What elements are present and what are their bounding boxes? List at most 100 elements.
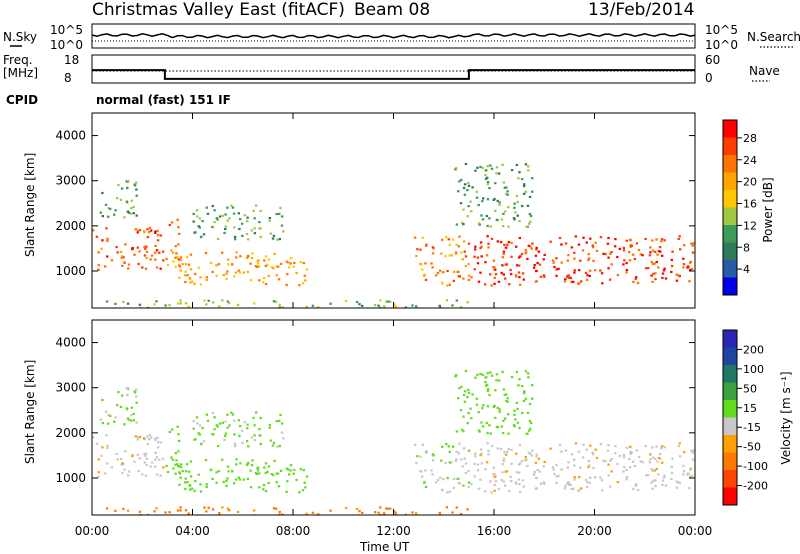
- power-cell: [201, 220, 204, 223]
- power-cell: [119, 198, 123, 201]
- velocity-cell: [644, 444, 647, 448]
- velocity-cell: [552, 468, 555, 471]
- velocity-cell: [616, 462, 619, 466]
- velocity-cell: [223, 438, 226, 442]
- power-cell: [525, 225, 528, 228]
- power-cell: [185, 256, 189, 259]
- velocity-cell: [411, 511, 414, 514]
- velocity-cell: [644, 474, 648, 477]
- velocity-cell: [479, 448, 483, 451]
- velocity-cell: [149, 465, 152, 468]
- velocity-cell: [524, 455, 527, 459]
- power-cell: [136, 246, 139, 249]
- velocity-cell: [266, 470, 269, 473]
- velocity-cell: [607, 463, 610, 466]
- power-cell: [255, 204, 258, 207]
- velocity-cell: [285, 467, 289, 470]
- velocity-cell: [344, 506, 348, 510]
- power-cell: [448, 254, 451, 257]
- power-cell: [130, 207, 133, 210]
- velocity-cell: [686, 472, 690, 475]
- velocity-cell: [243, 421, 247, 424]
- power-cell: [456, 270, 459, 273]
- power-cell: [156, 229, 159, 232]
- power-cell: [567, 274, 570, 277]
- velocity-cell: [156, 436, 159, 439]
- power-cell: [439, 269, 442, 272]
- power-cell: [485, 214, 488, 218]
- power-cell: [358, 303, 361, 306]
- velocity-cell: [255, 411, 258, 414]
- power-cell: [196, 215, 199, 218]
- velocity-cell: [373, 511, 377, 514]
- power-cell: [264, 264, 267, 268]
- power-cell: [113, 213, 116, 216]
- power-cell: [221, 251, 224, 254]
- velocity-cell: [501, 463, 504, 466]
- velocity-cell: [527, 376, 530, 379]
- power-cell: [97, 264, 100, 267]
- velocity-cell: [213, 416, 216, 419]
- velocity-cell: [490, 444, 494, 447]
- velocity-colorbar-swatch: [723, 330, 737, 348]
- power-cell: [135, 214, 138, 217]
- velocity-cell: [475, 403, 479, 406]
- power-cell: [455, 223, 459, 226]
- velocity-cell: [448, 450, 451, 453]
- velocity-cell: [361, 511, 364, 514]
- velocity-cell: [506, 450, 509, 453]
- velocity-cell: [276, 472, 280, 475]
- power-cell: [177, 258, 181, 261]
- velocity-cell: [154, 438, 157, 441]
- velocity-cell: [246, 427, 249, 430]
- power-cell: [258, 221, 261, 224]
- velocity-cell: [421, 475, 424, 478]
- velocity-cell: [486, 442, 489, 445]
- power-cell: [607, 256, 610, 259]
- velocity-panel-ylabel: Slant Range [km]: [23, 360, 37, 464]
- power-cell: [132, 212, 135, 215]
- velocity-cell: [224, 432, 227, 435]
- power-cell: [138, 229, 142, 232]
- velocity-cell: [415, 461, 418, 465]
- velocity-cell: [259, 416, 262, 420]
- power-cell: [489, 273, 492, 276]
- velocity-colorbar-label: Velocity [m s⁻¹]: [779, 371, 793, 464]
- power-cell: [463, 183, 467, 186]
- velocity-cell: [159, 474, 162, 477]
- power-cell: [567, 276, 571, 279]
- velocity-cell: [155, 456, 159, 459]
- velocity-cell: [119, 405, 123, 408]
- velocity-cell: [273, 459, 276, 462]
- x-tick-label: 20:00: [577, 524, 612, 538]
- power-cell: [651, 249, 655, 252]
- power-cell: [534, 270, 538, 273]
- velocity-cell: [584, 478, 588, 481]
- velocity-cell: [461, 465, 464, 468]
- power-cell: [543, 275, 546, 278]
- velocity-cell: [574, 442, 578, 445]
- velocity-cell: [489, 371, 492, 374]
- velocity-cell: [488, 424, 491, 427]
- velocity-cell: [126, 509, 130, 512]
- power-cell: [573, 251, 576, 254]
- power-cell: [522, 185, 526, 188]
- velocity-cell: [233, 433, 236, 436]
- velocity-cell: [505, 453, 508, 456]
- power-cell: [206, 212, 210, 215]
- power-cell: [192, 220, 195, 223]
- power-cell: [502, 225, 505, 228]
- power-cell: [631, 253, 635, 256]
- velocity-cell: [267, 465, 271, 468]
- velocity-cell: [227, 509, 231, 512]
- power-cell: [518, 171, 521, 174]
- velocity-cell: [654, 457, 657, 460]
- velocity-cell: [264, 462, 268, 465]
- power-cell: [101, 239, 104, 242]
- velocity-cell: [197, 473, 200, 476]
- power-cell: [129, 212, 133, 215]
- velocity-cell: [125, 387, 128, 390]
- power-cell: [242, 271, 245, 274]
- power-cell: [634, 277, 637, 280]
- velocity-cell: [269, 439, 272, 442]
